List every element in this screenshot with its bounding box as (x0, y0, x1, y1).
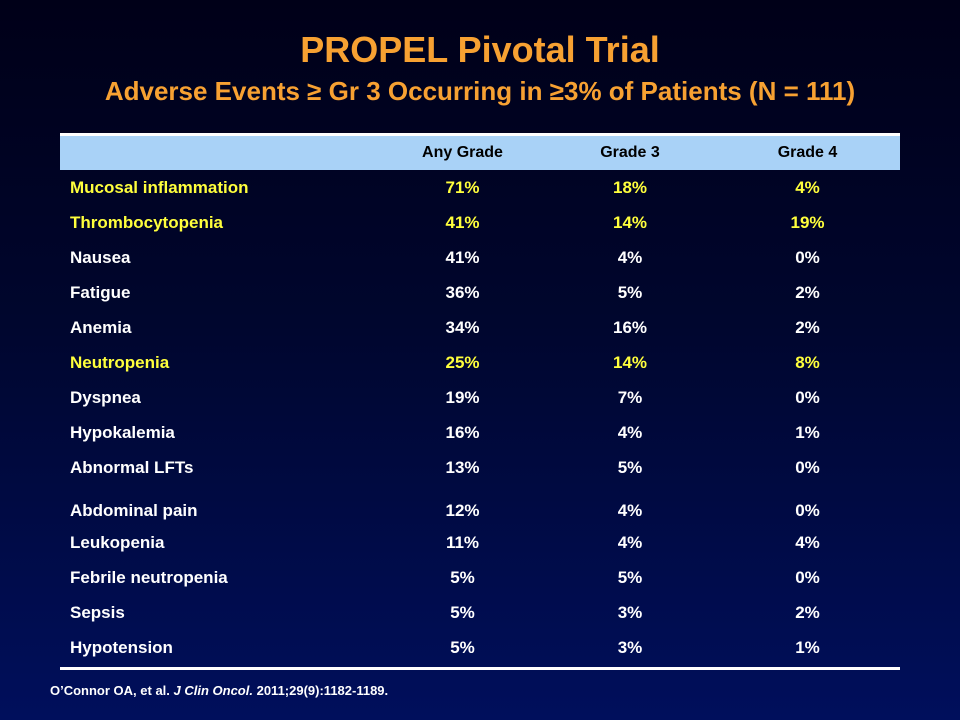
header-grade-4: Grade 4 (777, 144, 838, 161)
citation-journal: J Clin Oncol. (173, 683, 253, 698)
grade-4-value: 0% (795, 567, 820, 587)
event-name: Anemia (70, 317, 132, 337)
grade-3-value: 4% (617, 422, 643, 442)
citation: O’Connor OA, et al. J Clin Oncol. 2011;2… (50, 683, 388, 698)
grade-3-value: 5% (617, 567, 643, 587)
grade-4-value: 4% (795, 532, 820, 552)
grade-3-value: 7% (617, 387, 643, 407)
event-name: Neutropenia (70, 352, 170, 372)
table-row: Febrile neutropenia 5% 5% 0% (60, 560, 900, 595)
citation-authors: O’Connor OA, et al. (50, 683, 174, 698)
grade-3-value: 14% (612, 212, 648, 232)
any-grade-value: 36% (445, 282, 480, 302)
grade-4-value: 8% (795, 352, 820, 372)
table-row: Neutropenia 25% 14% 8% (60, 345, 900, 380)
table-row: Abdominal pain 12% 4% 0% (60, 485, 900, 525)
any-grade-value: 41% (445, 247, 480, 267)
header-grade-3: Grade 3 (600, 144, 660, 161)
citation-details: 2011;29(9):1182-1189. (252, 683, 389, 698)
grade-4-value: 0% (795, 457, 820, 477)
event-name: Sepsis (70, 602, 125, 622)
table-bottom-rule (60, 667, 900, 670)
table-row: Mucosal inflammation 71% 18% 4% (60, 170, 900, 205)
grade-3-value: 18% (612, 177, 648, 197)
table-row: Thrombocytopenia 41% 14% 19% (60, 205, 900, 240)
any-grade-value: 5% (450, 602, 475, 622)
grade-4-value: 1% (795, 637, 820, 657)
event-name: Hypotension (70, 637, 173, 657)
table-top-rule (60, 133, 900, 136)
grade-3-value: 3% (617, 602, 643, 622)
grade-3-value: 14% (612, 352, 648, 372)
table-row: Hypotension 5% 3% 1% (60, 630, 900, 665)
grade-3-value: 4% (617, 501, 643, 520)
grade-4-value: 4% (795, 177, 820, 197)
any-grade-value: 5% (450, 567, 475, 587)
any-grade-value: 16% (445, 422, 480, 442)
event-name: Thrombocytopenia (70, 212, 224, 232)
grade-3-value: 3% (617, 637, 643, 657)
grade-4-value: 2% (795, 602, 820, 622)
any-grade-value: 41% (445, 212, 480, 232)
any-grade-value: 11% (445, 532, 480, 552)
table-header: Any Grade Grade 3 Grade 4 (60, 136, 900, 170)
grade-4-value: 2% (795, 282, 820, 302)
event-name: Mucosal inflammation (70, 177, 249, 197)
adverse-events-table: Any Grade Grade 3 Grade 4 Mucosal inflam… (60, 133, 900, 670)
grade-3-value: 5% (617, 457, 643, 477)
table-row: Anemia 34% 16% 2% (60, 310, 900, 345)
grade-3-value: 4% (617, 532, 643, 552)
event-name: Nausea (70, 247, 131, 267)
grade-3-value: 4% (617, 247, 643, 267)
grade-3-value: 5% (617, 282, 643, 302)
table-row: Dyspnea 19% 7% 0% (60, 380, 900, 415)
event-name: Fatigue (70, 282, 131, 302)
grade-4-value: 19% (790, 212, 825, 232)
any-grade-value: 34% (445, 317, 480, 337)
grade-3-value: 16% (612, 317, 648, 337)
any-grade-value: 13% (445, 457, 480, 477)
slide-title: PROPEL Pivotal Trial (300, 29, 660, 70)
event-name: Dyspnea (70, 387, 141, 407)
table-row: Sepsis 5% 3% 2% (60, 595, 900, 630)
table-row: Nausea 41% 4% 0% (60, 240, 900, 275)
grade-4-value: 1% (795, 422, 820, 442)
any-grade-value: 71% (445, 177, 480, 197)
event-name: Abdominal pain (70, 501, 198, 520)
event-name: Febrile neutropenia (70, 567, 228, 587)
event-name: Hypokalemia (70, 422, 175, 442)
slide-subtitle: Adverse Events ≥ Gr 3 Occurring in ≥3% o… (104, 76, 856, 106)
table-row: Fatigue 36% 5% 2% (60, 275, 900, 310)
any-grade-value: 5% (450, 637, 475, 657)
any-grade-value: 19% (445, 387, 480, 407)
any-grade-value: 25% (445, 352, 480, 372)
table-row: Hypokalemia 16% 4% 1% (60, 415, 900, 450)
grade-4-value: 2% (795, 317, 820, 337)
table-row: Abnormal LFTs 13% 5% 0% (60, 450, 900, 485)
event-name: Abnormal LFTs (70, 457, 194, 477)
grade-4-value: 0% (795, 501, 820, 520)
any-grade-value: 12% (445, 501, 480, 520)
grade-4-value: 0% (795, 387, 820, 407)
header-any-grade: Any Grade (422, 144, 503, 161)
event-name: Leukopenia (70, 532, 165, 552)
grade-4-value: 0% (795, 247, 820, 267)
table-row: Leukopenia 11% 4% 4% (60, 525, 900, 560)
